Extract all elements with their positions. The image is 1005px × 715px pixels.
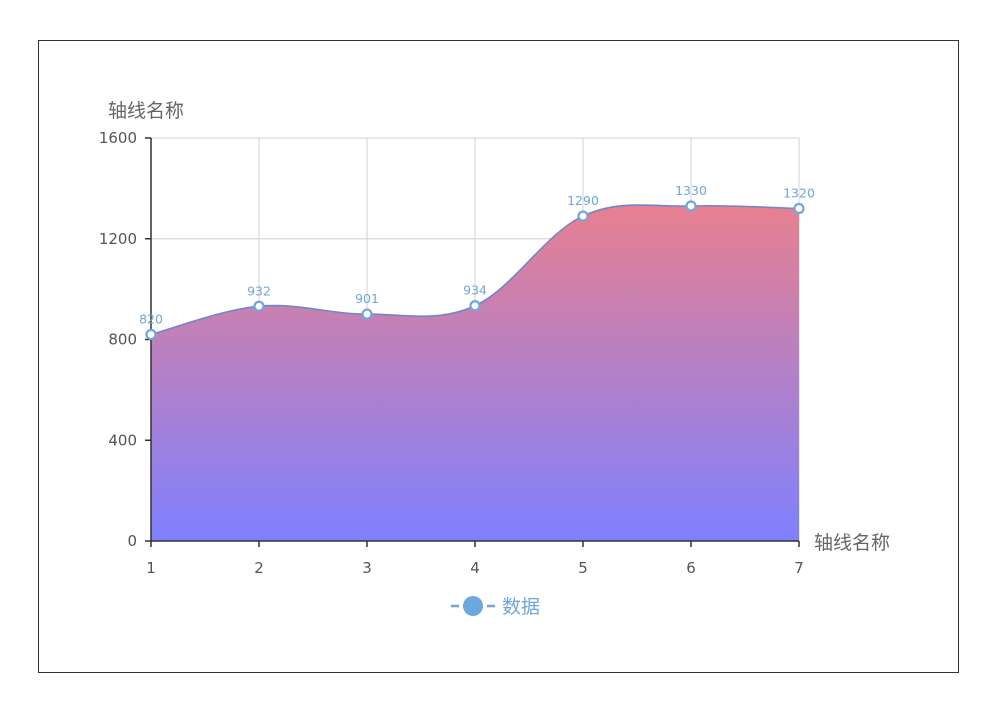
data-point[interactable] [577, 210, 589, 222]
x-tick-label: 2 [254, 559, 264, 577]
data-point[interactable] [361, 308, 373, 320]
data-points [145, 200, 805, 341]
legend[interactable]: 数据 [451, 596, 540, 618]
data-label: 932 [247, 283, 271, 298]
legend-marker-icon [463, 596, 483, 616]
data-label: 901 [355, 291, 379, 306]
x-tick-label: 6 [686, 559, 696, 577]
data-point[interactable] [145, 328, 157, 341]
data-labels: 820 932 901 934 1290 1330 1320 [139, 183, 815, 326]
y-tick-label: 1600 [99, 129, 137, 147]
x-tick-label: 3 [362, 559, 372, 577]
legend-label: 数据 [502, 596, 540, 618]
chart-frame [38, 40, 959, 673]
y-tick-label: 0 [127, 532, 137, 550]
data-point[interactable] [685, 200, 697, 212]
y-axis-title: 轴线名称 [108, 100, 184, 122]
tick-labels: 0 400 800 1200 1600 1 2 3 4 5 6 7 [99, 129, 804, 577]
data-point[interactable] [793, 202, 805, 215]
data-point[interactable] [253, 300, 265, 312]
x-tick-label: 5 [578, 559, 588, 577]
data-point[interactable] [469, 300, 481, 312]
y-tick-label: 1200 [99, 230, 137, 248]
data-label: 934 [463, 283, 487, 298]
data-label: 820 [139, 311, 163, 326]
y-tick-label: 400 [108, 431, 137, 449]
area-fill [151, 204, 799, 541]
x-tick-label: 4 [470, 559, 480, 577]
x-axis-title: 轴线名称 [814, 532, 890, 554]
data-label: 1290 [567, 193, 599, 208]
x-tick-label: 7 [794, 559, 804, 577]
x-tick-label: 1 [146, 559, 156, 577]
y-tick-label: 800 [108, 331, 137, 349]
data-label: 1320 [783, 186, 815, 201]
data-label: 1330 [675, 183, 707, 198]
